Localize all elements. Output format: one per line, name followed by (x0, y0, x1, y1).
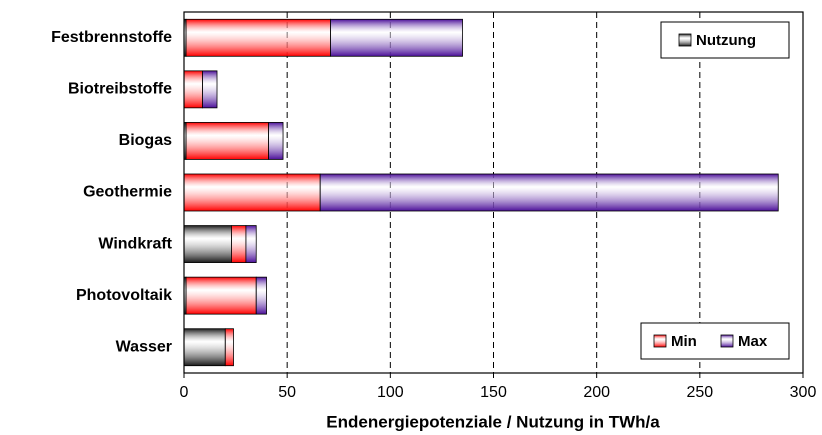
x-tick-label: 250 (686, 384, 713, 401)
bar (185, 276, 257, 315)
bar (183, 70, 203, 109)
x-tick-label: 150 (480, 384, 507, 401)
bar (255, 276, 267, 315)
legend-swatch (678, 33, 692, 47)
bar (231, 225, 247, 263)
y-tick-label: Geothermie (83, 184, 172, 201)
bar (224, 328, 234, 367)
x-tick-label: 100 (377, 384, 404, 401)
bar (183, 225, 232, 263)
bar (245, 225, 257, 263)
y-tick-label: Festbrennstoffe (51, 29, 172, 46)
legend-label: Max (738, 333, 768, 350)
bar (319, 173, 779, 212)
legend-swatch (720, 334, 734, 348)
x-axis-title: Endenergiepotenziale / Nutzung in TWh/a (326, 412, 660, 431)
y-tick-label: Biotreibstoffe (68, 81, 172, 98)
bar (185, 18, 331, 57)
y-tick-label: Photovoltaik (76, 287, 172, 304)
x-tick-label: 50 (278, 384, 296, 401)
bar (202, 70, 218, 109)
bar (330, 18, 463, 57)
y-tick-label: Wasser (116, 338, 172, 355)
y-tick-label: Windkraft (98, 235, 172, 252)
bar (183, 328, 226, 367)
x-tick-label: 0 (180, 384, 189, 401)
y-tick-label: Biogas (119, 132, 172, 149)
bar (185, 122, 269, 160)
legend-label: Nutzung (696, 32, 756, 49)
legend-swatch (653, 334, 667, 348)
bar (183, 173, 321, 212)
x-tick-label: 200 (583, 384, 610, 401)
legend-label: Min (671, 333, 697, 350)
x-tick-label: 300 (790, 384, 817, 401)
bar (268, 122, 284, 160)
plot-frame (183, 11, 804, 374)
